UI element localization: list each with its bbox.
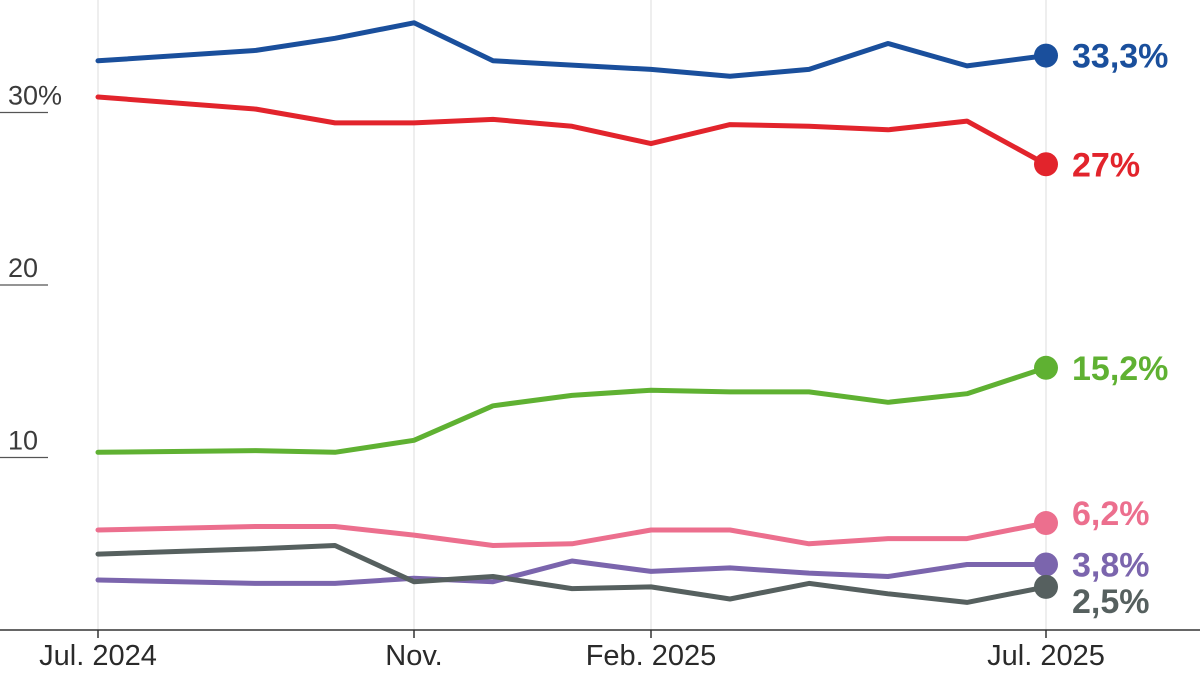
series-end-point	[1034, 574, 1058, 599]
series-end-point	[1034, 511, 1058, 536]
series-lines	[95, 20, 1049, 605]
series-end-label: 33,3%	[1072, 38, 1168, 76]
series-end-label: 2,5%	[1072, 583, 1150, 621]
vertical-gridlines	[97, 0, 1047, 630]
y-tick-label: 20	[8, 253, 38, 283]
x-tick-label: Jul. 2025	[987, 640, 1105, 672]
series-end-point	[1034, 552, 1058, 577]
end-labels: 33,3% 27% 15,2% 6,2% 3,8%2,5%	[1034, 38, 1168, 621]
series-end-point	[1034, 355, 1058, 380]
series-end-label: 27%	[1072, 146, 1140, 184]
y-tick-label: 30%	[8, 81, 62, 111]
x-tick-label: Feb. 2025	[586, 640, 717, 672]
x-tick-label: Jul. 2024	[39, 640, 157, 672]
series-line	[95, 94, 1049, 167]
x-tick-label: Nov.	[385, 640, 442, 672]
series-line	[95, 365, 1049, 455]
series-line	[95, 20, 1049, 79]
series-end-point	[1034, 152, 1058, 177]
series-end-label: 15,2%	[1072, 350, 1168, 388]
y-tick-label: 10	[8, 426, 38, 456]
x-axis: Jul. 2024 Nov. Feb. 2025 Jul. 2025	[39, 630, 1105, 672]
y-axis: 30% 20 10	[0, 81, 62, 459]
series-line	[95, 543, 1049, 605]
series-line	[95, 520, 1049, 548]
series-end-label: 6,2%	[1072, 495, 1150, 533]
series-end-label: 3,8%	[1072, 546, 1150, 584]
series-end-point	[1034, 43, 1058, 68]
series-line	[95, 558, 1049, 586]
